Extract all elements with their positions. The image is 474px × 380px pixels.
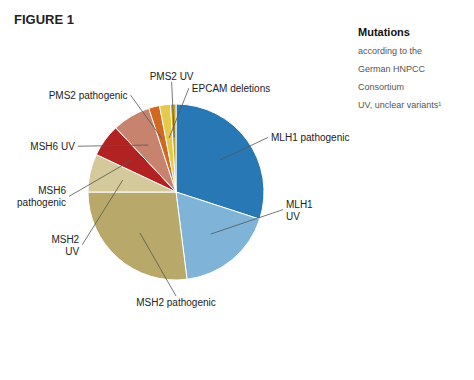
svg-text:MSH6 UV: MSH6 UV [30, 141, 75, 152]
svg-text:MLH1UV: MLH1UV [286, 198, 313, 221]
svg-text:PMS2 UV: PMS2 UV [150, 70, 194, 81]
svg-text:MSH2 pathogenic: MSH2 pathogenic [136, 297, 216, 308]
svg-text:MSH2UV: MSH2UV [51, 233, 79, 256]
svg-text:PMS2 pathogenic: PMS2 pathogenic [49, 90, 128, 101]
svg-text:MSH6pathogenic: MSH6pathogenic [17, 185, 66, 208]
html-text:according to the: according to the [358, 46, 422, 56]
html-text:FIGURE 1: FIGURE 1 [14, 12, 74, 27]
svg-text:MLH1 pathogenic: MLH1 pathogenic [271, 132, 349, 143]
html-text:Mutations: Mutations [358, 26, 410, 38]
html-text:Consortium: Consortium [358, 82, 404, 92]
svg-text:EPCAM deletions: EPCAM deletions [192, 83, 270, 94]
html-text:UV, unclear variants¹: UV, unclear variants¹ [358, 100, 442, 110]
html-text:German HNPCC: German HNPCC [358, 64, 425, 74]
